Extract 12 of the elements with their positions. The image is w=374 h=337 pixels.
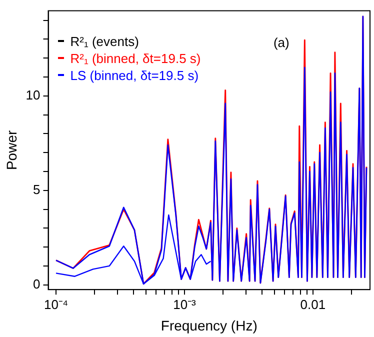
y-tick-label: 10 bbox=[26, 87, 40, 102]
x-tick-label: 0.01 bbox=[300, 296, 326, 312]
x-axis-title: Frequency (Hz) bbox=[160, 317, 258, 334]
legend-label: LS (binned, δt=19.5 s) bbox=[70, 66, 199, 84]
legend-label: R²₁ (binned, δt=19.5 s) bbox=[70, 50, 201, 67]
annotation: (a) bbox=[273, 34, 290, 50]
y-axis-title: Power bbox=[3, 130, 20, 170]
x-tick-label: 10⁻⁴ bbox=[44, 296, 68, 312]
x-tick-label: 10⁻³ bbox=[173, 296, 197, 312]
legend-label: R²₁ (events) bbox=[70, 32, 139, 50]
y-tick-label: 5 bbox=[33, 182, 40, 197]
y-tick-label: 0 bbox=[33, 276, 40, 292]
